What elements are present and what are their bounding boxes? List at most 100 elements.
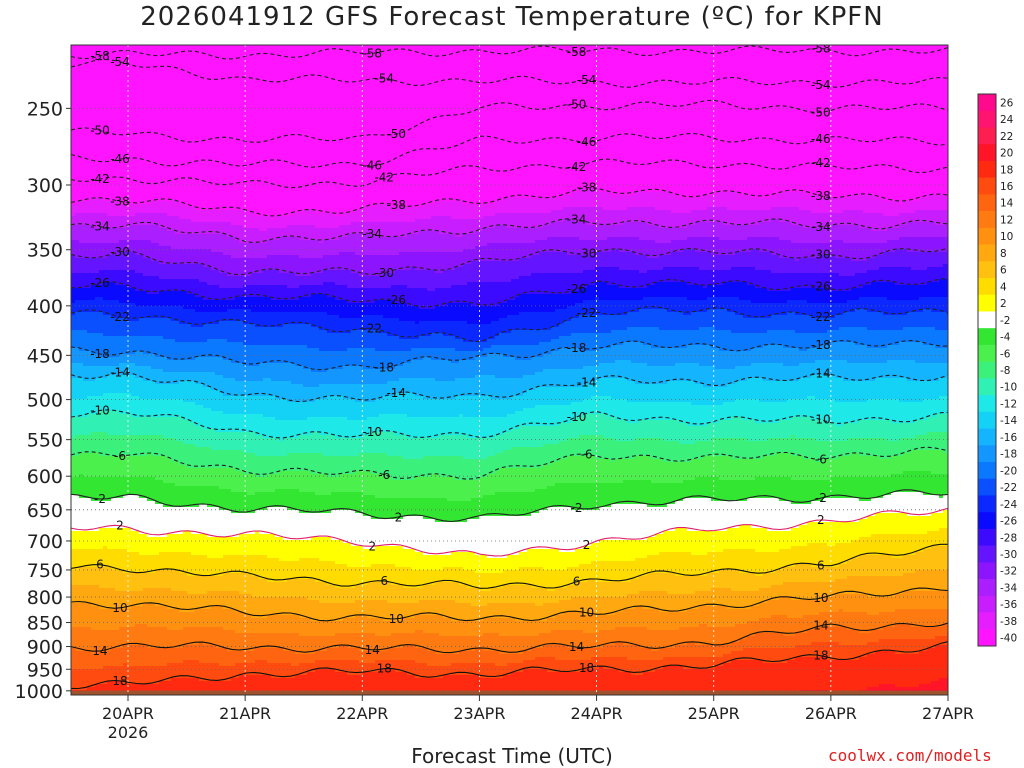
heat-cell — [83, 240, 88, 244]
heat-cell — [95, 612, 100, 616]
heat-cell — [71, 636, 76, 640]
heat-cell — [79, 519, 84, 523]
heat-cell — [99, 72, 104, 76]
heat-cell — [83, 204, 88, 208]
heat-cell — [75, 633, 80, 637]
heat-cell — [71, 501, 76, 505]
heat-cell — [119, 267, 124, 271]
heat-cell — [103, 480, 108, 484]
heat-cell — [83, 300, 88, 304]
heat-cell — [119, 420, 124, 424]
heat-cell — [91, 558, 96, 562]
heat-cell — [103, 471, 108, 475]
heat-cell — [119, 279, 124, 283]
heat-cell — [119, 486, 124, 490]
heat-cell — [75, 387, 80, 391]
heat-cell — [107, 81, 112, 85]
heat-cell — [95, 147, 100, 151]
heat-cell — [103, 450, 108, 454]
heat-cell — [111, 171, 116, 175]
heat-cell — [119, 219, 124, 223]
heat-cell — [111, 78, 116, 82]
heat-cell — [79, 486, 84, 490]
heat-cell — [71, 546, 76, 550]
heat-cell — [111, 342, 116, 346]
heat-cell — [87, 444, 92, 448]
heat-cell — [111, 429, 116, 433]
heat-cell — [83, 297, 88, 301]
heat-cell — [87, 396, 92, 400]
heat-cell — [99, 585, 104, 589]
heat-cell — [75, 246, 80, 250]
heat-cell — [75, 45, 80, 49]
heat-cell — [79, 423, 84, 427]
heat-cell — [95, 435, 100, 439]
heat-cell — [79, 615, 84, 619]
heat-cell — [119, 561, 124, 565]
heat-cell — [103, 156, 108, 160]
heat-cell — [115, 501, 120, 505]
heat-cell — [79, 81, 84, 85]
heat-cell — [83, 642, 88, 646]
heat-cell — [107, 99, 112, 103]
heat-cell — [119, 663, 124, 667]
heat-cell — [83, 435, 88, 439]
heat-cell — [111, 444, 116, 448]
heat-cell — [95, 513, 100, 517]
heat-cell — [71, 576, 76, 580]
heat-cell — [75, 426, 80, 430]
heat-cell — [71, 225, 76, 229]
heat-cell — [95, 321, 100, 325]
heat-cell — [71, 138, 76, 142]
heat-cell — [107, 72, 112, 76]
heat-cell — [95, 390, 100, 394]
heat-cell — [107, 294, 112, 298]
heat-cell — [103, 264, 108, 268]
heat-cell — [119, 501, 124, 505]
heat-cell — [79, 396, 84, 400]
heat-cell — [83, 405, 88, 409]
heat-cell — [75, 534, 80, 538]
heat-cell — [107, 579, 112, 583]
heat-cell — [115, 72, 120, 76]
heat-cell — [99, 516, 104, 520]
heat-cell — [79, 327, 84, 331]
heat-cell — [79, 243, 84, 247]
heat-cell — [115, 387, 120, 391]
heat-cell — [91, 624, 96, 628]
heat-cell — [99, 471, 104, 475]
heat-cell — [95, 432, 100, 436]
heat-cell — [103, 117, 108, 121]
heat-cell — [71, 441, 76, 445]
heat-cell — [71, 159, 76, 163]
heat-cell — [71, 237, 76, 241]
heat-cell — [71, 504, 76, 508]
heat-cell — [79, 252, 84, 256]
heat-cell — [71, 171, 76, 175]
heat-cell — [79, 372, 84, 376]
heat-cell — [75, 219, 80, 223]
heat-cell — [79, 363, 84, 367]
heat-cell — [75, 297, 80, 301]
heat-cell — [103, 234, 108, 238]
heat-cell — [71, 549, 76, 553]
heat-cell — [103, 429, 108, 433]
heat-cell — [99, 591, 104, 595]
heat-cell — [87, 492, 92, 496]
heat-cell — [99, 294, 104, 298]
heat-cell — [79, 681, 84, 685]
heat-cell — [111, 534, 116, 538]
heat-cell — [83, 192, 88, 196]
heat-cell — [111, 222, 116, 226]
heat-cell — [91, 300, 96, 304]
heat-cell — [91, 630, 96, 634]
heat-cell — [79, 75, 84, 79]
heat-cell — [87, 678, 92, 682]
heat-cell — [111, 393, 116, 397]
heat-cell — [95, 192, 100, 196]
heat-cell — [119, 585, 124, 589]
heat-cell — [111, 96, 116, 100]
heat-cell — [95, 624, 100, 628]
heat-cell — [99, 531, 104, 535]
heat-cell — [83, 597, 88, 601]
